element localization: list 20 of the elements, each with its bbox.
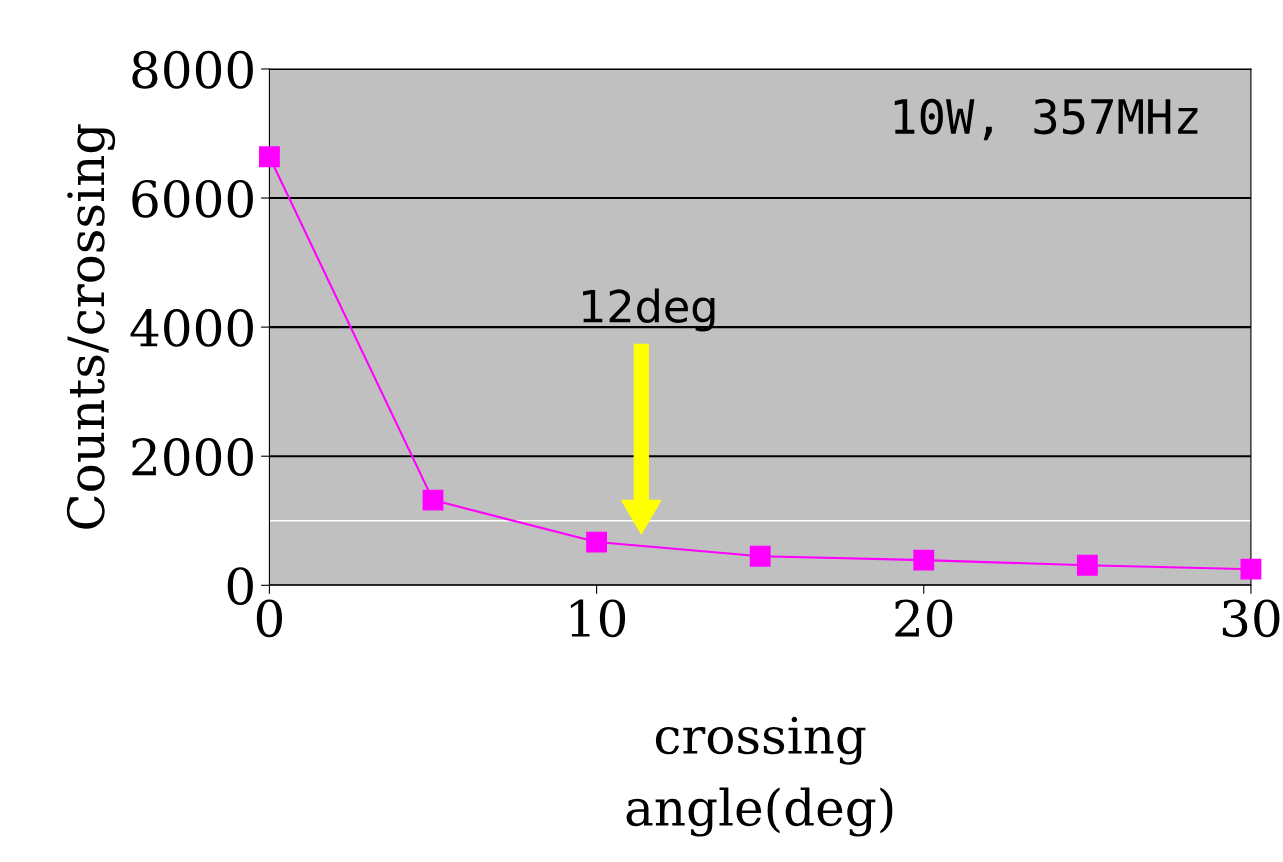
- point: [1240, 558, 1262, 580]
- x-axis-title: crossing angle(deg): [626, 716, 893, 837]
- y-tick-label: 0: [227, 567, 253, 606]
- x-tick-label: 30: [1222, 599, 1280, 638]
- point: [586, 531, 608, 553]
- point: [422, 489, 444, 511]
- y-axis-title: Counts/crossing: [66, 124, 116, 529]
- point: [749, 545, 771, 567]
- annotation: 12deg: [583, 288, 715, 332]
- y-tick-label: 6000: [132, 179, 253, 218]
- annotation: 10W, 357MHz: [894, 98, 1198, 141]
- x-tick-label: 10: [570, 599, 626, 638]
- x-tick-label: 0: [256, 599, 283, 638]
- y-tick-label: 2000: [132, 438, 253, 476]
- y-tick-label: 4000: [130, 309, 253, 347]
- point: [259, 146, 280, 168]
- y-tick-label: 8000: [132, 50, 253, 89]
- x-tick-label: 20: [895, 599, 953, 638]
- point: [913, 549, 935, 571]
- point: [1076, 554, 1098, 576]
